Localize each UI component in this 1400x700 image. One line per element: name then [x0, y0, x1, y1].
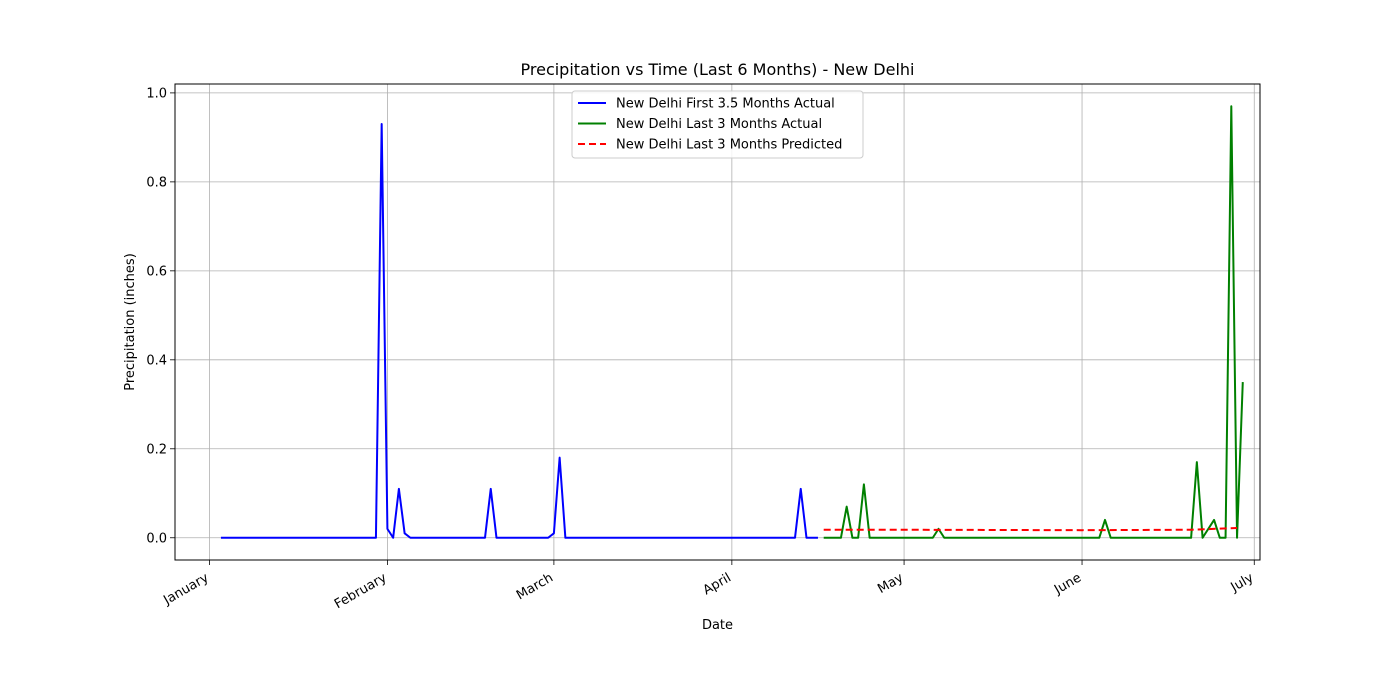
- legend-box: [571, 90, 864, 159]
- x-axis-label: Date: [702, 618, 733, 633]
- y-tick-label: 0.8: [146, 175, 167, 190]
- plot-frame: [174, 83, 1261, 561]
- legend-label-3: New Delhi Last 3 Months Predicted: [616, 138, 842, 153]
- y-tick-label: 0.2: [146, 442, 167, 457]
- y-tick-label: 1.0: [146, 86, 167, 101]
- series-line-3: [823, 526, 1238, 532]
- legend: New Delhi First 3.5 Months Actual New Del…: [571, 90, 864, 159]
- legend-label-1: New Delhi First 3.5 Months Actual: [616, 97, 835, 112]
- series-line-1: [220, 123, 818, 539]
- y-tick-label: 0.4: [146, 353, 167, 368]
- y-axis-label: Precipitation (inches): [123, 253, 138, 391]
- y-tick-label: 0.0: [146, 531, 167, 546]
- chart-title: Precipitation vs Time (Last 6 Months) - …: [521, 60, 915, 79]
- y-tick-label: 0.6: [146, 264, 167, 279]
- legend-label-2: New Delhi Last 3 Months Actual: [616, 117, 822, 132]
- series-line-2: [823, 105, 1244, 539]
- series-layer: [220, 105, 1244, 539]
